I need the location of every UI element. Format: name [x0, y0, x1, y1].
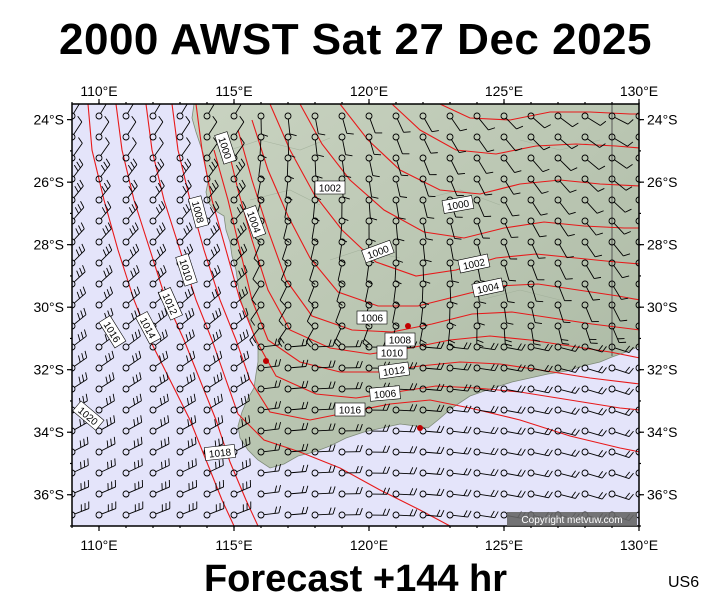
tick-label: 130°E	[620, 537, 658, 553]
tick-label: 26°S	[647, 174, 678, 190]
isobar-label: 1006	[374, 389, 398, 402]
tick-label: 36°S	[33, 487, 64, 503]
tick-label: 26°S	[33, 174, 64, 190]
tick-label: 28°S	[647, 237, 678, 253]
tick-label: 32°S	[33, 362, 64, 378]
isobar-label: 1008	[389, 336, 412, 347]
tick-label: 36°S	[647, 487, 678, 503]
station-marker	[263, 358, 269, 364]
tick-label: 32°S	[647, 362, 678, 378]
forecast-label: Forecast +144 hr	[0, 556, 711, 602]
tick-label: 125°E	[485, 83, 523, 99]
tick-label: 110°E	[80, 83, 117, 99]
tick-label: 34°S	[33, 424, 64, 440]
tick-label: 130°E	[620, 83, 658, 99]
tick-label: 28°S	[33, 237, 64, 253]
tick-label: 115°E	[215, 537, 252, 553]
isobar-label: 1006	[361, 314, 384, 325]
tick-label: 30°S	[33, 299, 64, 315]
copyright-text: Copyright metvuw.com	[521, 515, 622, 526]
tick-label: 120°E	[350, 537, 388, 553]
tick-label: 24°S	[33, 112, 64, 128]
tick-label: 34°S	[647, 424, 678, 440]
tick-label: 110°E	[80, 537, 117, 553]
tick-label: 120°E	[350, 83, 388, 99]
tick-label: 30°S	[647, 299, 678, 315]
isobar-label: 1002	[319, 184, 342, 195]
copyright-box: Copyright metvuw.com	[507, 512, 637, 526]
isobar-label: 1016	[339, 406, 362, 417]
tick-label: 24°S	[647, 112, 678, 128]
station-marker	[405, 323, 411, 329]
tick-label: 125°E	[485, 537, 523, 553]
tick-label: 115°E	[215, 83, 252, 99]
station-marker	[417, 425, 423, 431]
map-code: US6	[668, 574, 699, 592]
isobar-label: 1010	[381, 349, 404, 360]
